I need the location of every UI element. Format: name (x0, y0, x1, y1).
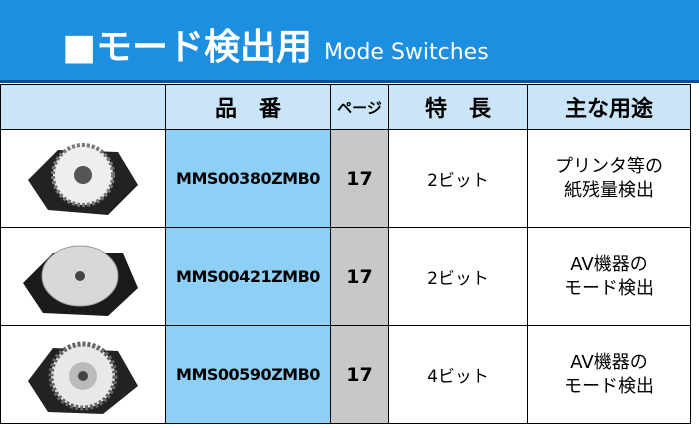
header-cell: ページ (330, 84, 389, 130)
use-line: 紙残量検出 (564, 179, 654, 201)
product-table: 品 番 ページ 特 長 主な用途 MMS00380ZMB0 17 2ビット プリンタ等… (0, 84, 691, 424)
header-cell: 特 長 (388, 84, 528, 130)
feature: 2ビット (388, 227, 528, 326)
use-cell: AV機器の モード検出 (527, 325, 691, 424)
row: MMS00421ZMB0 17 2ビット AV機器の モード検出 (0, 227, 691, 326)
page-number: 17 (330, 227, 389, 326)
header-cell: 主な用途 (527, 84, 691, 130)
use-line: モード検出 (564, 277, 654, 299)
image-cell (0, 227, 166, 326)
page-number: 17 (330, 129, 389, 228)
part-number: MMS00590ZMB0 (165, 325, 331, 424)
title-sub: Mode Switches (324, 40, 489, 65)
use-cell: AV機器の モード検出 (527, 227, 691, 326)
header-cell (0, 84, 166, 130)
part-number: MMS00421ZMB0 (165, 227, 331, 326)
use-cell: プリンタ等の 紙残量検出 (527, 129, 691, 228)
product-image (23, 245, 138, 316)
header-cell: 品 番 (165, 84, 331, 130)
title-main: ■モード検出用 (62, 27, 313, 68)
title: ■モード検出用 Mode Switches (62, 18, 489, 70)
feature: 4ビット (388, 325, 528, 424)
use-line: AV機器の (570, 351, 648, 373)
row: MMS00590ZMB0 17 4ビット AV機器の モード検出 (0, 325, 691, 424)
feature: 2ビット (388, 129, 528, 228)
page-number: 17 (330, 325, 389, 424)
image-cell (0, 325, 166, 424)
part-number: MMS00380ZMB0 (165, 129, 331, 228)
header-bar: ■モード検出用 Mode Switches (0, 0, 699, 83)
image-cell (0, 129, 166, 228)
header-row: 品 番 ページ 特 長 主な用途 (0, 84, 691, 130)
row: MMS00380ZMB0 17 2ビット プリンタ等の 紙残量検出 (0, 129, 691, 228)
product-image (28, 143, 138, 215)
use-line: AV機器の (570, 253, 648, 275)
use-line: モード検出 (564, 375, 654, 397)
use-line: プリンタ等の (555, 155, 663, 177)
product-image (28, 341, 138, 414)
